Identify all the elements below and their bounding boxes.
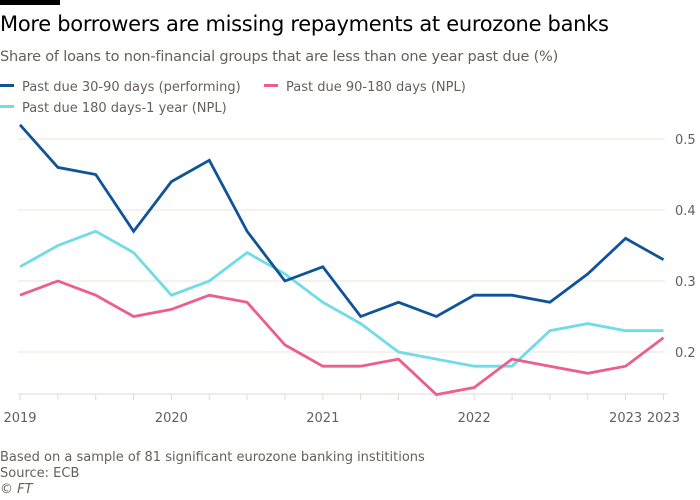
legend-item-180-1y: Past due 180 days-1 year (NPL): [0, 101, 227, 116]
y-axis-labels: 0.2 0.3 0.4 0.5: [675, 133, 696, 361]
legend-swatch: [0, 84, 14, 87]
line-chart: 0.2 0.3 0.4 0.5 2019 2020 2021 2022 2023 2023: [3, 123, 696, 426]
series-lines: [18, 123, 665, 397]
brand-bar: [0, 0, 60, 5]
legend-label: Past due 90-180 days (NPL): [286, 80, 466, 95]
x-tick-label: 2023: [609, 411, 642, 426]
series-line-1: [19, 279, 665, 397]
chart-subtitle: Share of loans to non-financial groups t…: [0, 49, 559, 65]
legend-item-30-90: Past due 30-90 days (performing): [0, 80, 241, 95]
gridlines: [18, 138, 665, 353]
series-line-2: [19, 229, 664, 368]
legend-swatch: [0, 105, 14, 108]
x-tick-label: 2019: [3, 411, 36, 426]
x-axis: 2019 2020 2021 2022 2023 2023: [3, 393, 680, 426]
credit: © FT: [0, 482, 33, 497]
x-tick-label: 2020: [155, 411, 188, 426]
x-tick-label: 2022: [458, 411, 491, 426]
source-note: Source: ECB: [0, 466, 80, 481]
y-tick-label: 0.4: [675, 204, 696, 219]
chart-title: More borrowers are missing repayments at…: [0, 12, 609, 36]
series-line-0: [18, 123, 665, 319]
legend-item-90-180: Past due 90-180 days (NPL): [264, 80, 466, 95]
y-tick-label: 0.2: [675, 346, 696, 361]
legend-label: Past due 180 days-1 year (NPL): [22, 101, 227, 116]
legend-swatch: [264, 84, 278, 87]
y-tick-label: 0.5: [675, 133, 696, 148]
legend-label: Past due 30-90 days (performing): [22, 80, 241, 95]
footnote: Based on a sample of 81 significant euro…: [0, 450, 425, 465]
x-tick-label: 2021: [306, 411, 339, 426]
x-tick-label: 2023: [647, 411, 680, 426]
y-tick-label: 0.3: [675, 275, 696, 290]
